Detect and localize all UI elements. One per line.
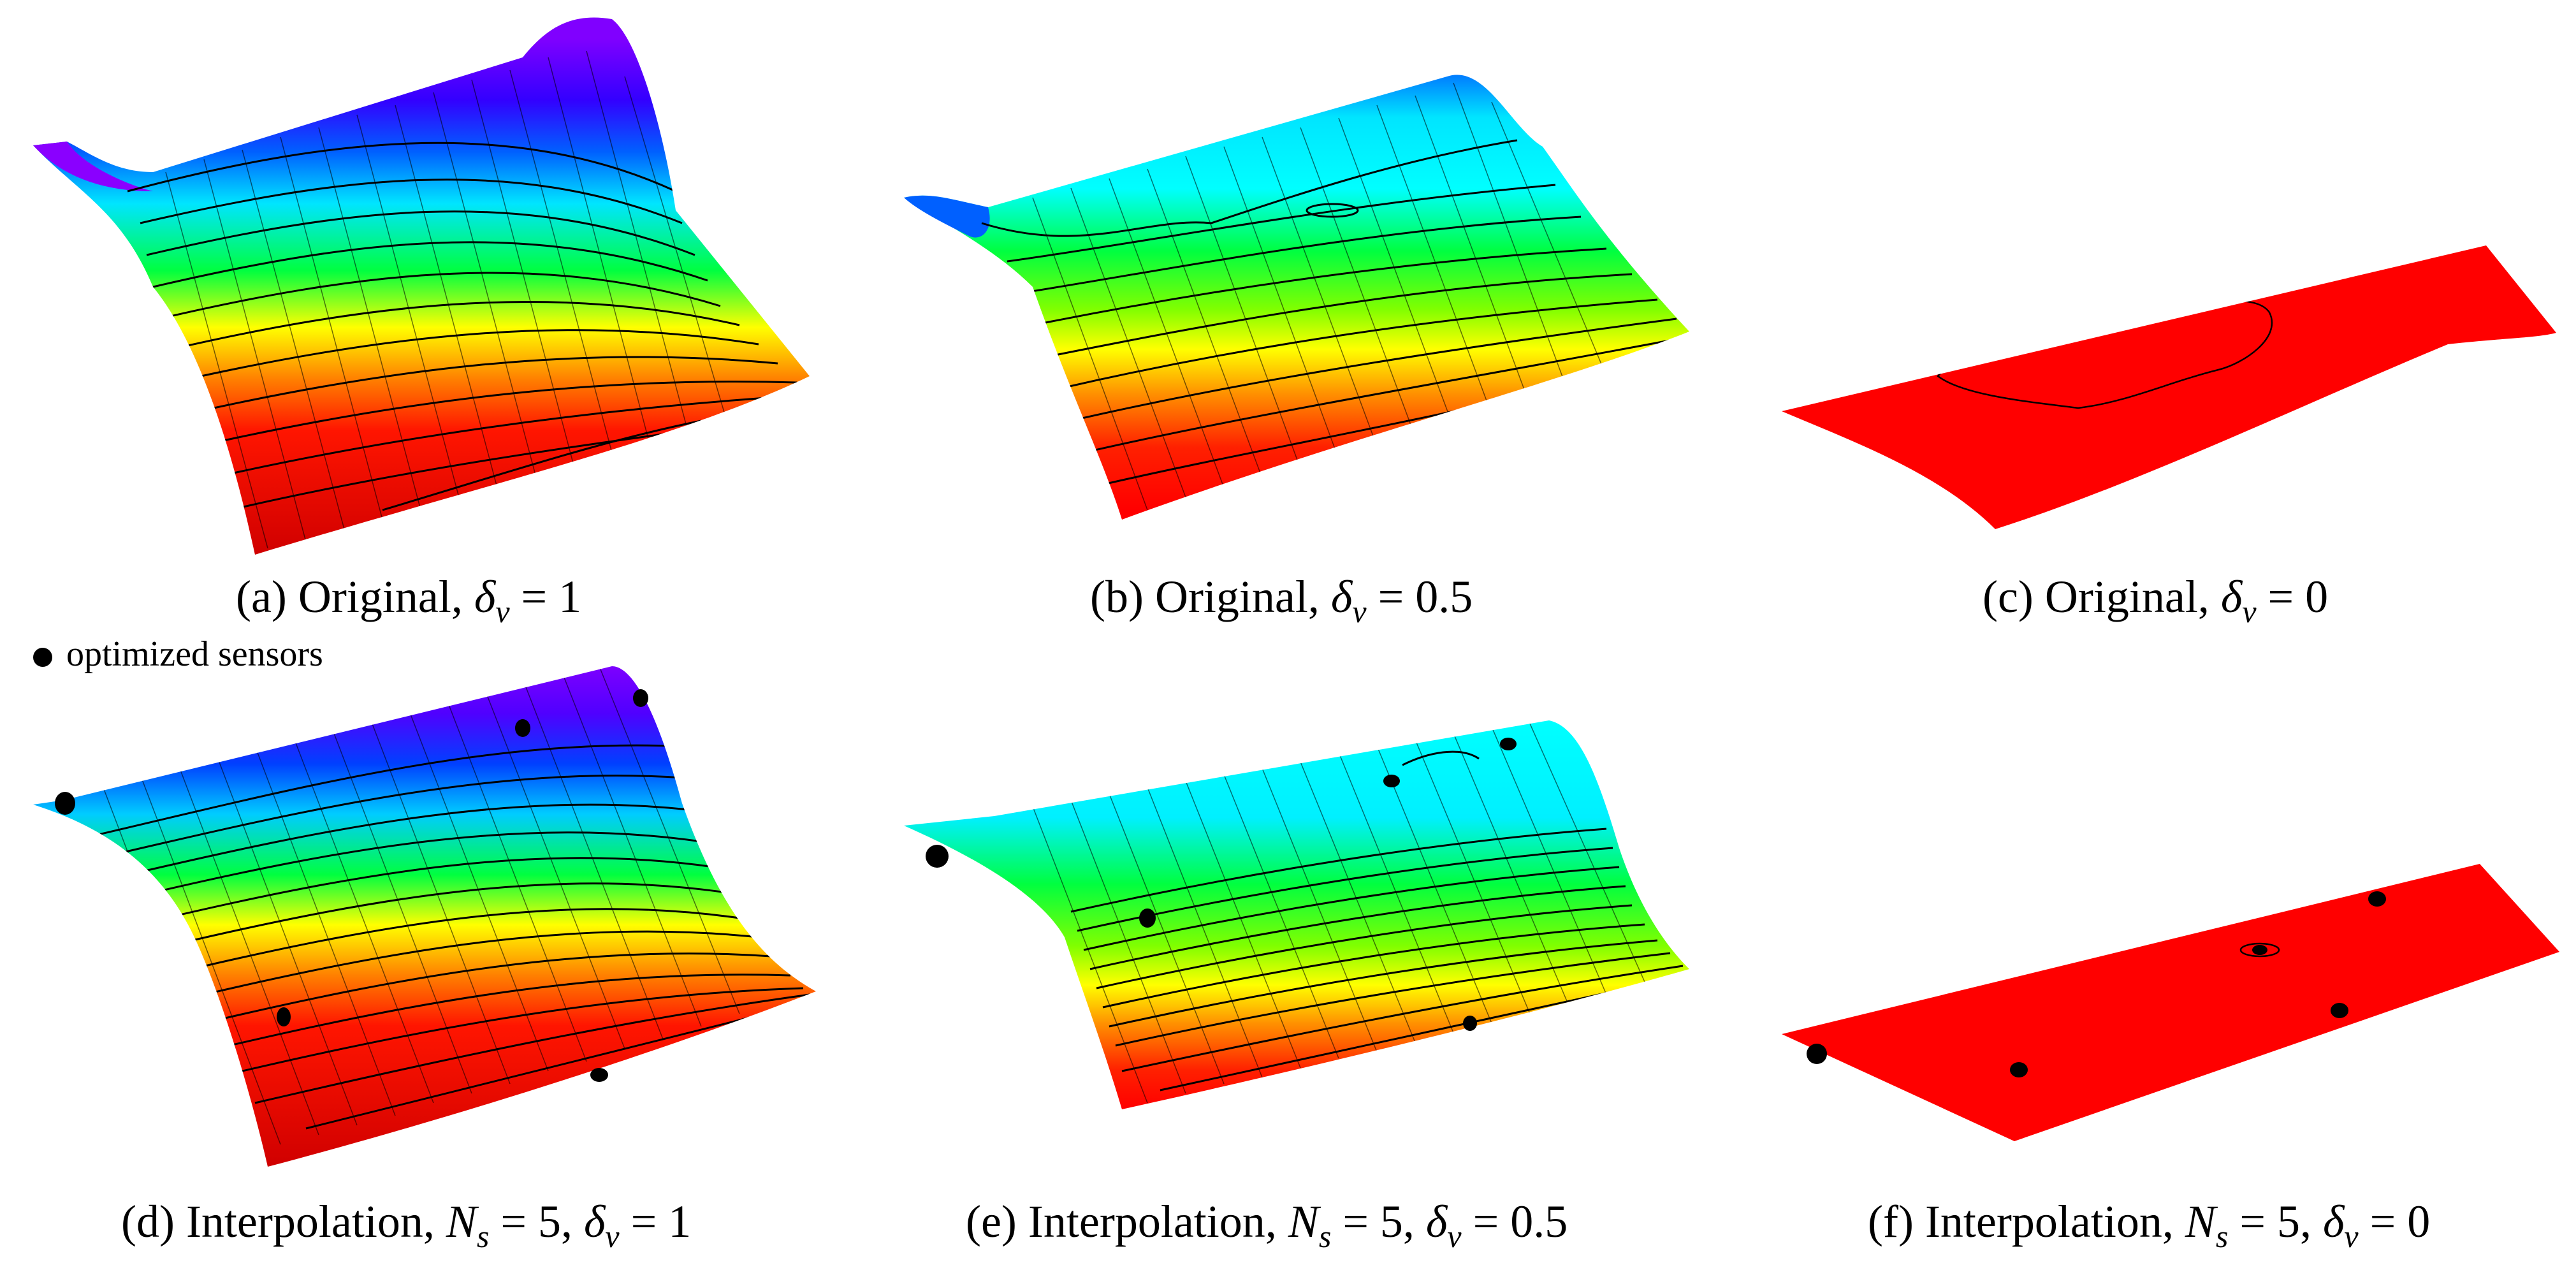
delta-subscript: v bbox=[1352, 594, 1367, 629]
sensor-marker bbox=[1139, 908, 1156, 928]
caption-panel-b: (b) Original, δv = 0.5 bbox=[1090, 574, 1473, 627]
surface-panel-c bbox=[1782, 245, 2556, 529]
sensor-marker bbox=[1807, 1044, 1827, 1064]
sensor-marker bbox=[1463, 1016, 1477, 1031]
caption-label: (e) bbox=[966, 1196, 1017, 1247]
caption-label: (b) bbox=[1090, 571, 1144, 622]
surface-panel-b bbox=[904, 75, 1689, 520]
n-subscript: s bbox=[476, 1218, 490, 1254]
caption-equals: = bbox=[1343, 1196, 1369, 1247]
caption-delta-value: 1 bbox=[558, 571, 582, 622]
caption-method: Original bbox=[1154, 571, 1308, 622]
surface-panel-e bbox=[904, 720, 1689, 1109]
caption-method: Original bbox=[298, 571, 451, 622]
caption-label: (c) bbox=[1983, 571, 2034, 622]
delta-subscript: v bbox=[495, 594, 510, 629]
sensor-marker bbox=[590, 1068, 608, 1082]
delta-symbol: δ bbox=[583, 1196, 606, 1247]
delta-symbol: δ bbox=[2220, 571, 2243, 622]
caption-comma: , bbox=[1307, 571, 1320, 622]
sensor-marker bbox=[1500, 738, 1517, 750]
sensor-marker bbox=[277, 1007, 291, 1026]
sensor-marker bbox=[926, 845, 949, 868]
caption-panel-d: (d) Interpolation, Ns = 5, δv = 1 bbox=[121, 1199, 691, 1252]
caption-comma: , bbox=[2299, 1196, 2311, 1247]
caption-comma: , bbox=[1265, 1196, 1277, 1247]
caption-equals: = bbox=[2267, 571, 2294, 622]
sensor-marker bbox=[1383, 775, 1400, 787]
sensor-marker bbox=[2368, 891, 2386, 907]
n-symbol: N bbox=[1288, 1196, 1319, 1247]
caption-equals: = bbox=[521, 571, 548, 622]
caption-delta-value: 0 bbox=[2305, 571, 2329, 622]
sensor-legend-marker bbox=[33, 648, 52, 667]
surface-panel-d bbox=[33, 666, 816, 1167]
caption-delta-value: 1 bbox=[668, 1196, 692, 1247]
caption-ns-value: 5 bbox=[2276, 1196, 2300, 1247]
caption-method: Interpolation bbox=[1925, 1196, 2162, 1247]
caption-delta-value: 0 bbox=[2407, 1196, 2431, 1247]
sensors-panel-d bbox=[55, 689, 648, 1082]
caption-panel-c: (c) Original, δv = 0 bbox=[1983, 574, 2328, 627]
caption-ns-value: 5 bbox=[1379, 1196, 1403, 1247]
sensor-marker bbox=[2010, 1062, 2028, 1077]
delta-symbol: δ bbox=[1330, 571, 1353, 622]
sensor-marker bbox=[2331, 1003, 2348, 1018]
surface-panel-a bbox=[33, 17, 810, 555]
caption-comma: , bbox=[560, 1196, 572, 1247]
delta-subscript: v bbox=[2344, 1218, 2359, 1254]
caption-comma: , bbox=[2162, 1196, 2174, 1247]
caption-panel-f: (f) Interpolation, Ns = 5, δv = 0 bbox=[1868, 1199, 2430, 1252]
legend: optimized sensors bbox=[33, 636, 323, 672]
caption-ns-value: 5 bbox=[537, 1196, 561, 1247]
caption-equals: = bbox=[500, 1196, 527, 1247]
caption-comma: , bbox=[1402, 1196, 1415, 1247]
n-subscript: s bbox=[1318, 1218, 1332, 1254]
surface-panel-f bbox=[1782, 864, 2559, 1141]
n-symbol: N bbox=[446, 1196, 477, 1247]
caption-delta-value: 0.5 bbox=[1415, 571, 1473, 622]
sensor-marker bbox=[2252, 945, 2267, 955]
sensors-panel-e bbox=[926, 738, 1517, 1031]
legend-label: optimized sensors bbox=[66, 634, 323, 674]
n-subscript: s bbox=[2215, 1218, 2229, 1254]
delta-symbol: δ bbox=[2322, 1196, 2345, 1247]
sensor-marker bbox=[633, 689, 648, 707]
caption-equals: = bbox=[2369, 1196, 2396, 1247]
sensor-marker bbox=[515, 719, 530, 737]
caption-panel-a: (a) Original, δv = 1 bbox=[236, 574, 581, 627]
caption-label: (f) bbox=[1868, 1196, 1914, 1247]
delta-symbol: δ bbox=[1425, 1196, 1448, 1247]
caption-method: Interpolation bbox=[1028, 1196, 1265, 1247]
caption-comma: , bbox=[2197, 571, 2209, 622]
caption-delta-value: 0.5 bbox=[1510, 1196, 1568, 1247]
sensors-panel-f bbox=[1807, 891, 2386, 1077]
delta-subscript: v bbox=[1447, 1218, 1462, 1254]
delta-symbol: δ bbox=[474, 571, 496, 622]
delta-subscript: v bbox=[605, 1218, 620, 1254]
caption-equals: = bbox=[630, 1196, 657, 1247]
caption-method: Interpolation bbox=[186, 1196, 423, 1247]
caption-comma: , bbox=[423, 1196, 435, 1247]
caption-panel-e: (e) Interpolation, Ns = 5, δv = 0.5 bbox=[966, 1199, 1568, 1252]
caption-equals: = bbox=[1473, 1196, 1499, 1247]
sensor-marker bbox=[55, 792, 75, 815]
delta-subscript: v bbox=[2242, 594, 2257, 629]
caption-equals: = bbox=[1378, 571, 1404, 622]
caption-equals: = bbox=[2239, 1196, 2266, 1247]
caption-label: (a) bbox=[236, 571, 287, 622]
caption-method: Original bbox=[2044, 571, 2198, 622]
caption-comma: , bbox=[451, 571, 463, 622]
n-symbol: N bbox=[2185, 1196, 2216, 1247]
caption-label: (d) bbox=[121, 1196, 175, 1247]
